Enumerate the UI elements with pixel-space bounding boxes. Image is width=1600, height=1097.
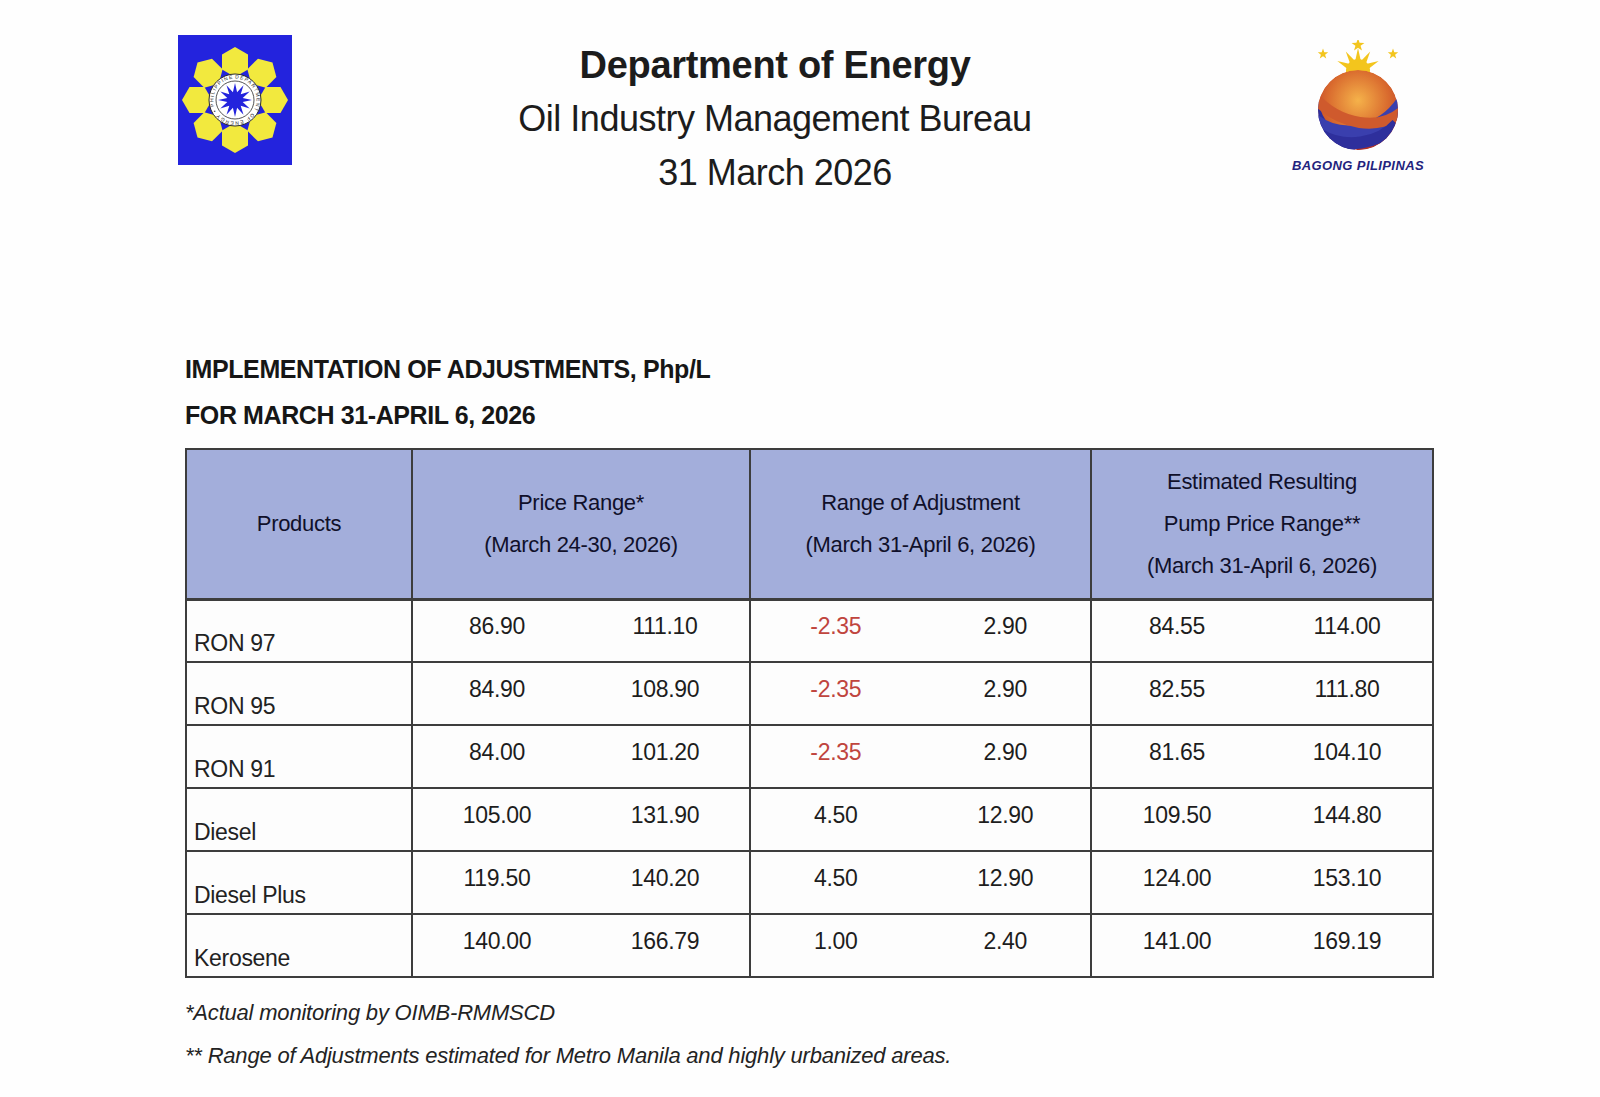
adjustment-max: 2.90 <box>921 613 1091 640</box>
adjustment-max: 12.90 <box>921 865 1091 892</box>
pump-price-max: 144.80 <box>1262 802 1432 829</box>
adjustment-min: -2.35 <box>751 739 921 766</box>
adjustment-max: 2.90 <box>921 676 1091 703</box>
document-header: Department of Energy Oil Industry Manage… <box>170 38 1380 200</box>
pump-price-max: 104.10 <box>1262 739 1432 766</box>
agency-title: Department of Energy <box>170 38 1380 92</box>
bagong-pilipinas-icon <box>1283 40 1433 158</box>
price-min: 84.00 <box>413 739 581 766</box>
adjustment-min: 4.50 <box>751 865 921 892</box>
table-row: RON 95 84.90 108.90 -2.35 2.90 82.55 111… <box>186 662 1433 725</box>
pump-price-max: 111.80 <box>1262 676 1432 703</box>
table-row: Diesel Plus 119.50 140.20 4.50 12.90 124… <box>186 851 1433 914</box>
product-name: Kerosene <box>186 914 412 977</box>
footnote-monitoring: *Actual monitoring by OIMB-RMMSCD <box>185 1000 555 1026</box>
product-name: RON 95 <box>186 662 412 725</box>
price-min: 86.90 <box>413 613 581 640</box>
pump-price-max: 153.10 <box>1262 865 1432 892</box>
section-heading-line2: FOR MARCH 31-APRIL 6, 2026 <box>185 392 710 438</box>
price-max: 140.20 <box>581 865 749 892</box>
table-row: Kerosene 140.00 166.79 1.00 2.40 141.00 … <box>186 914 1433 977</box>
price-max: 166.79 <box>581 928 749 955</box>
table-header-row: Products Price Range* (March 24-30, 2026… <box>186 449 1433 599</box>
adjustment-max: 12.90 <box>921 802 1091 829</box>
pump-price-max: 114.00 <box>1262 613 1432 640</box>
price-min: 105.00 <box>413 802 581 829</box>
pump-price-max: 169.19 <box>1262 928 1432 955</box>
price-min: 84.90 <box>413 676 581 703</box>
product-name: RON 97 <box>186 599 412 662</box>
price-min: 140.00 <box>413 928 581 955</box>
adjustment-min: -2.35 <box>751 676 921 703</box>
section-heading: IMPLEMENTATION OF ADJUSTMENTS, Php/L FOR… <box>185 346 710 438</box>
document-date: 31 March 2026 <box>170 146 1380 200</box>
price-max: 131.90 <box>581 802 749 829</box>
col-header-products: Products <box>186 449 412 599</box>
price-max: 111.10 <box>581 613 749 640</box>
bagong-pilipinas-caption: BAGONG PILIPINAS <box>1283 158 1433 173</box>
price-adjustment-table: Products Price Range* (March 24-30, 2026… <box>185 448 1434 978</box>
adjustment-min: -2.35 <box>751 613 921 640</box>
globe-swirl-icon <box>1309 70 1407 150</box>
table-row: RON 91 84.00 101.20 -2.35 2.90 81.65 104… <box>186 725 1433 788</box>
adjustment-min: 4.50 <box>751 802 921 829</box>
col-header-price-range: Price Range* (March 24-30, 2026) <box>412 449 750 599</box>
price-max: 108.90 <box>581 676 749 703</box>
col-header-adjustment: Range of Adjustment (March 31-April 6, 2… <box>750 449 1091 599</box>
price-max: 101.20 <box>581 739 749 766</box>
document-page: DEPARTMENT OF ENERGY • PHILIPPINES Depar… <box>0 0 1600 1097</box>
pump-price-min: 81.65 <box>1092 739 1262 766</box>
product-name: RON 91 <box>186 725 412 788</box>
product-name: Diesel Plus <box>186 851 412 914</box>
section-heading-line1: IMPLEMENTATION OF ADJUSTMENTS, Php/L <box>185 346 710 392</box>
bagong-pilipinas-logo: BAGONG PILIPINAS <box>1283 40 1433 172</box>
table-row: Diesel 105.00 131.90 4.50 12.90 109.50 1… <box>186 788 1433 851</box>
bureau-subtitle: Oil Industry Management Bureau <box>170 92 1380 146</box>
pump-price-min: 109.50 <box>1092 802 1262 829</box>
pump-price-min: 82.55 <box>1092 676 1262 703</box>
col-header-pump-price: Estimated Resulting Pump Price Range** (… <box>1091 449 1433 599</box>
price-min: 119.50 <box>413 865 581 892</box>
product-name: Diesel <box>186 788 412 851</box>
pump-price-min: 84.55 <box>1092 613 1262 640</box>
footnote-adjustment-scope: ** Range of Adjustments estimated for Me… <box>185 1043 951 1069</box>
pump-price-min: 124.00 <box>1092 865 1262 892</box>
adjustment-max: 2.40 <box>921 928 1091 955</box>
adjustment-min: 1.00 <box>751 928 921 955</box>
table-row: RON 97 86.90 111.10 -2.35 2.90 84.55 114… <box>186 599 1433 662</box>
pump-price-min: 141.00 <box>1092 928 1262 955</box>
adjustment-max: 2.90 <box>921 739 1091 766</box>
